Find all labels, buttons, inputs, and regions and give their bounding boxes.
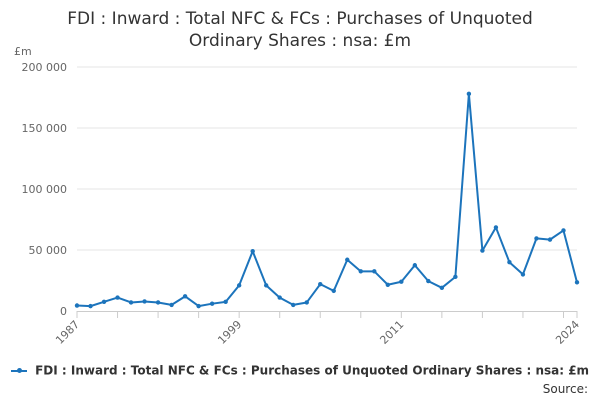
data-point[interactable]	[574, 280, 580, 285]
data-point[interactable]	[142, 299, 147, 304]
data-point[interactable]	[128, 300, 134, 305]
data-point[interactable]	[399, 279, 404, 284]
data-point[interactable]	[453, 274, 458, 280]
data-point[interactable]	[480, 248, 485, 253]
data-point[interactable]	[345, 257, 350, 262]
x-tick-label: 1999	[215, 318, 244, 347]
data-point[interactable]	[561, 228, 566, 233]
data-point[interactable]	[439, 285, 445, 291]
data-point[interactable]	[263, 283, 269, 288]
x-tick-label: 2024	[553, 318, 582, 347]
data-point[interactable]	[209, 301, 215, 306]
data-point[interactable]	[88, 303, 93, 309]
data-point[interactable]	[196, 303, 201, 309]
data-point[interactable]	[426, 278, 431, 284]
x-axis	[76, 311, 578, 318]
chart-title-line-1: FDI : Inward : Total NFC & FCs : Purchas…	[67, 9, 533, 29]
data-point[interactable]	[318, 281, 323, 287]
series-line	[76, 92, 578, 308]
data-point[interactable]	[236, 283, 242, 288]
data-point[interactable]	[277, 295, 282, 300]
y-axis-unit-label: £m	[14, 45, 32, 58]
data-point[interactable]	[223, 299, 228, 305]
data-point[interactable]	[115, 295, 120, 300]
y-tick-label: 50 000	[29, 244, 68, 257]
series-group	[74, 91, 580, 309]
data-point[interactable]	[466, 91, 472, 97]
grid-lines	[77, 66, 577, 251]
x-axis-tick-labels: 1987 1999 2011 2024	[53, 318, 582, 347]
data-point[interactable]	[291, 302, 296, 308]
source-label: Source:	[542, 382, 588, 396]
data-point[interactable]	[412, 263, 418, 268]
y-tick-label: 0	[60, 305, 67, 318]
data-point[interactable]	[385, 282, 391, 287]
x-tick-label: 1987	[53, 318, 82, 347]
data-point[interactable]	[155, 300, 161, 305]
legend-series-label: FDI : Inward : Total NFC & FCs : Purchas…	[35, 363, 590, 378]
data-point[interactable]	[331, 288, 336, 294]
y-tick-label: 200 000	[22, 61, 68, 74]
chart-title: FDI : Inward : Total NFC & FCs : Purchas…	[0, 8, 600, 52]
legend-line-marker-icon	[10, 366, 27, 376]
data-point[interactable]	[101, 299, 107, 305]
data-point[interactable]	[507, 260, 512, 265]
y-axis-tick-labels: 0 50 000 100 000 150 000 200 000	[22, 61, 68, 318]
data-point[interactable]	[358, 269, 363, 274]
legend[interactable]: FDI : Inward : Total NFC & FCs : Purchas…	[0, 363, 600, 378]
data-point[interactable]	[250, 249, 255, 254]
data-point[interactable]	[372, 269, 377, 274]
data-point[interactable]	[547, 237, 553, 242]
data-point[interactable]	[493, 225, 499, 230]
data-point[interactable]	[74, 303, 80, 308]
y-tick-label: 150 000	[22, 122, 68, 135]
data-point[interactable]	[182, 294, 188, 299]
data-point[interactable]	[304, 300, 309, 305]
data-point[interactable]	[169, 302, 174, 308]
chart-title-line-2: Ordinary Shares : nsa: £m	[188, 31, 412, 51]
x-tick-label: 2011	[377, 318, 406, 347]
data-point[interactable]	[534, 236, 539, 241]
y-tick-label: 100 000	[22, 183, 68, 196]
data-point[interactable]	[520, 272, 526, 277]
